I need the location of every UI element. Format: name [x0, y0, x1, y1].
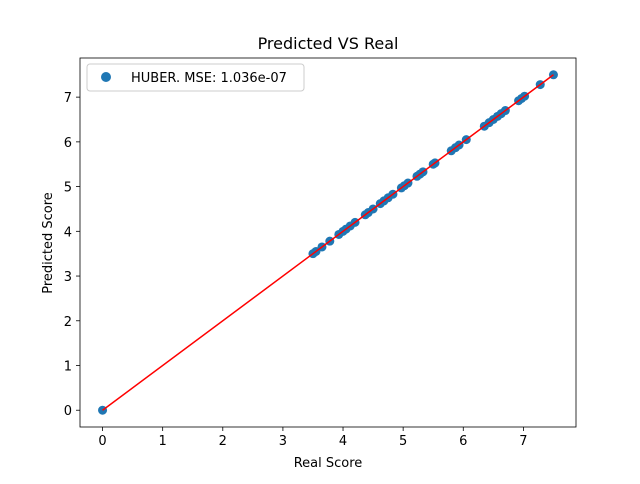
legend: HUBER. MSE: 1.036e-07 [86, 63, 305, 92]
x-axis-label: Real Score [294, 456, 363, 471]
x-tick-label: 0 [98, 434, 106, 449]
x-tick-label: 6 [459, 434, 467, 449]
y-tick-label: 3 [64, 270, 72, 285]
x-tick-label: 2 [219, 434, 227, 449]
reference-line [102, 74, 554, 411]
legend-box [86, 63, 305, 92]
x-tick-label: 7 [519, 434, 527, 449]
chart-title: Predicted VS Real [258, 34, 399, 53]
x-tick-label: 3 [279, 434, 287, 449]
y-axis-ticks: 0 1 2 3 4 5 6 7 [64, 91, 80, 419]
y-tick-label: 5 [64, 181, 72, 196]
x-tick-label: 1 [159, 434, 167, 449]
y-tick-label: 0 [64, 404, 72, 419]
y-axis-label: Predicted Score [41, 192, 56, 294]
y-tick-label: 6 [64, 136, 72, 151]
scatter-points-layer [98, 70, 558, 415]
legend-marker [101, 72, 111, 82]
y-tick-label: 2 [64, 315, 72, 330]
x-tick-label: 4 [339, 434, 347, 449]
x-axis-ticks: 0 1 2 3 4 5 6 7 [98, 427, 528, 449]
legend-label: HUBER. MSE: 1.036e-07 [131, 71, 287, 86]
axes-frame [79, 57, 577, 428]
y-tick-label: 7 [64, 91, 72, 106]
y-tick-label: 4 [64, 225, 72, 240]
x-tick-label: 5 [399, 434, 407, 449]
y-tick-label: 1 [64, 360, 72, 375]
